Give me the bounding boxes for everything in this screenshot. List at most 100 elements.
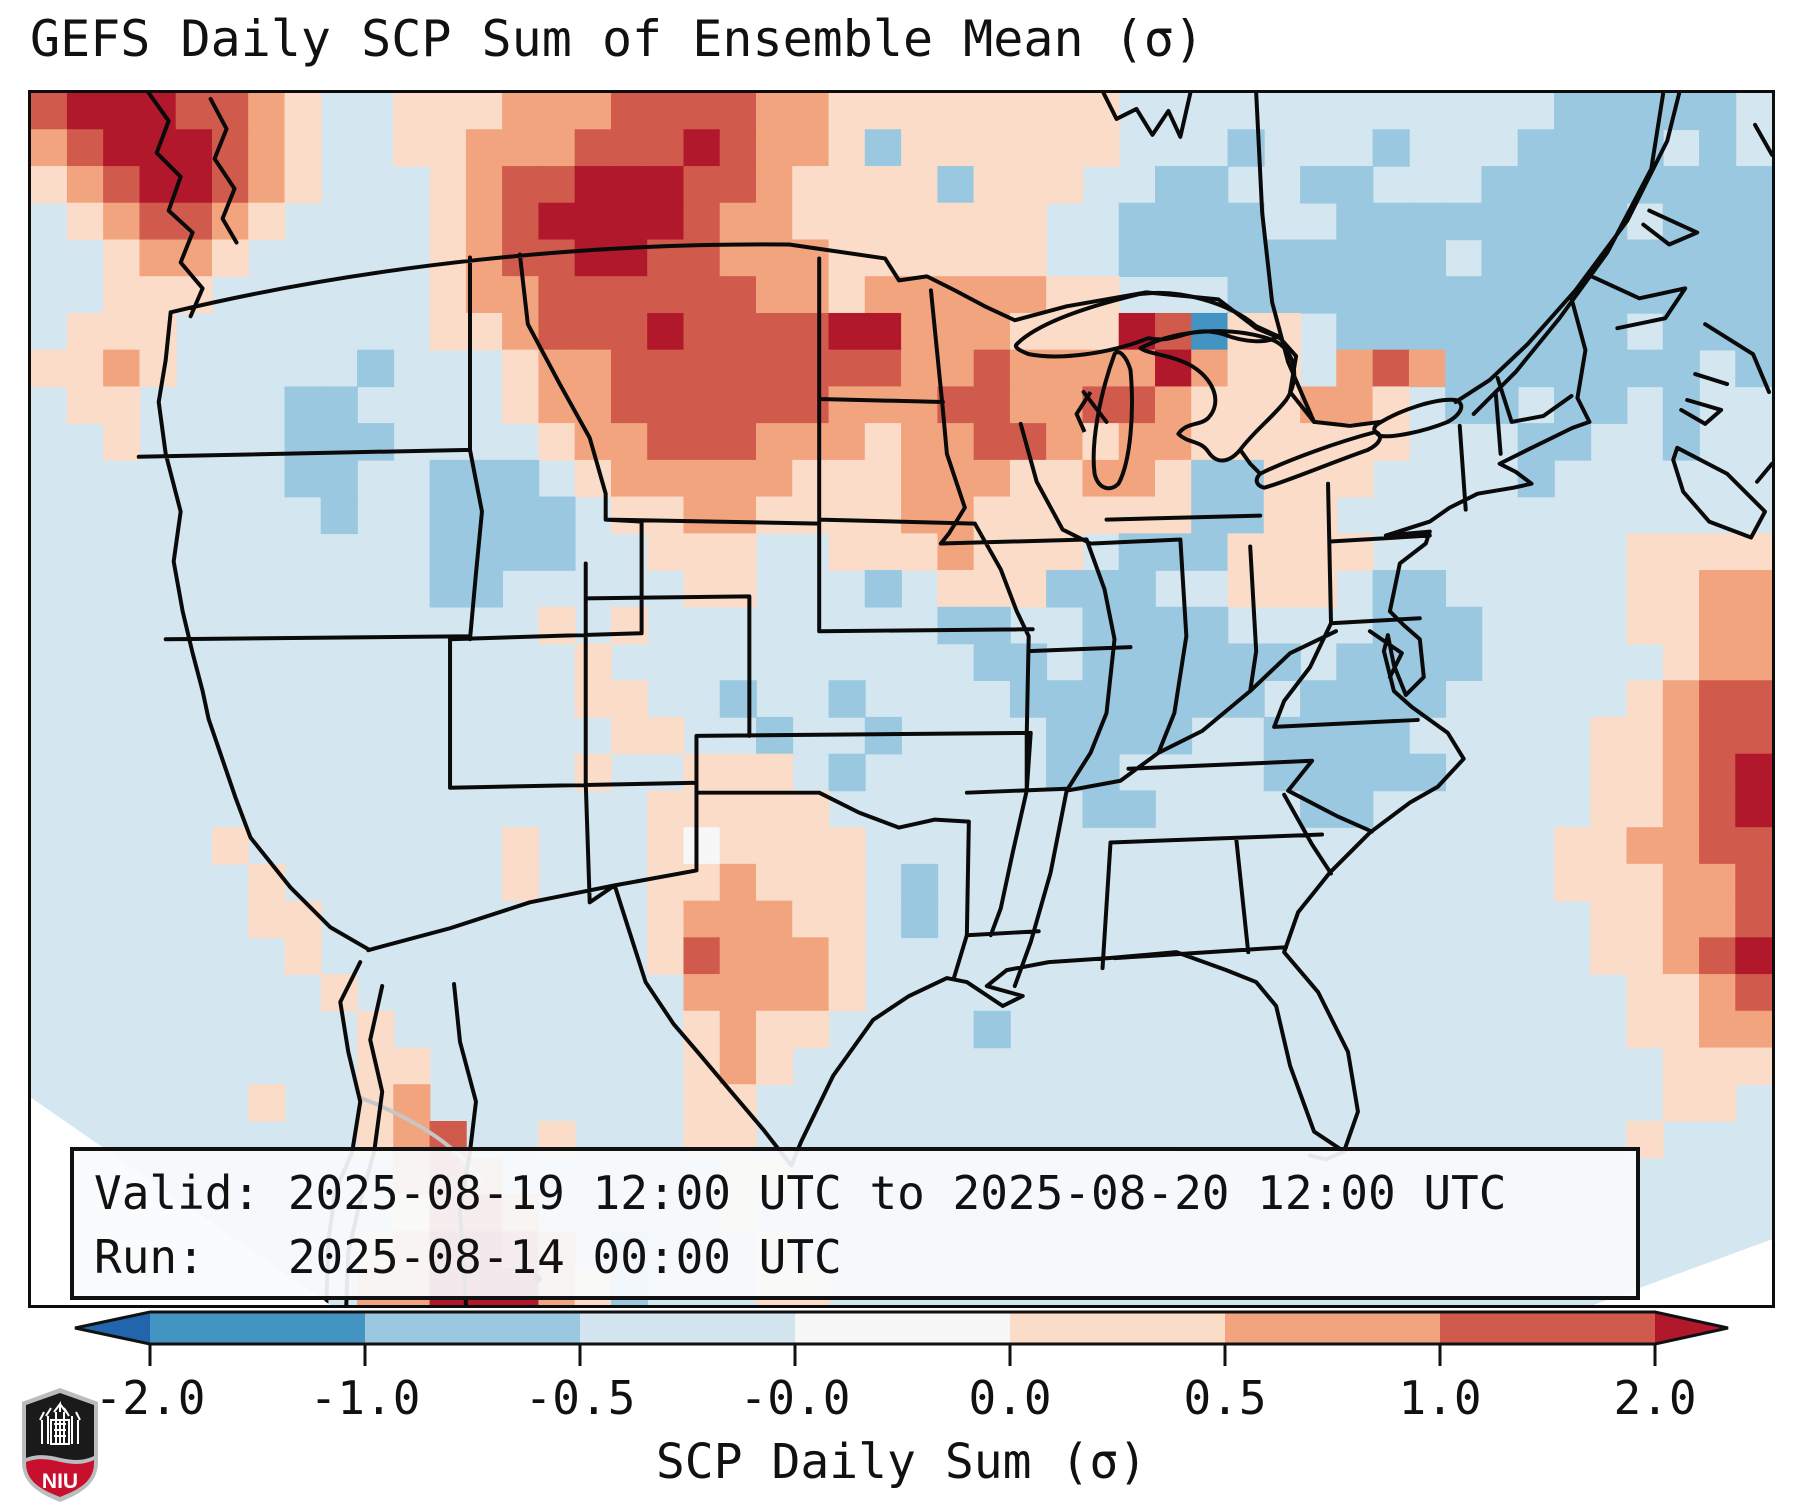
raster-cell — [756, 386, 794, 424]
raster-cell — [1662, 1084, 1700, 1122]
raster-cell — [1735, 239, 1772, 277]
raster-cell — [719, 423, 757, 461]
raster-cell — [683, 276, 721, 314]
raster-cell — [66, 349, 105, 388]
raster-cell — [1118, 202, 1156, 241]
raster-cell — [756, 276, 794, 314]
raster-cell — [103, 386, 141, 424]
raster-cell — [864, 386, 902, 424]
colorbar-tick-label: -2.0 — [95, 1371, 206, 1425]
raster-cell — [1590, 276, 1628, 314]
raster-cell — [1336, 386, 1374, 424]
raster-cell — [828, 459, 866, 498]
raster-cell — [828, 423, 866, 461]
raster-cell — [1118, 496, 1156, 535]
raster-cell — [683, 533, 721, 571]
raster-cell — [1445, 202, 1483, 241]
raster-cell — [864, 496, 902, 535]
raster-cell — [647, 423, 685, 461]
raster-cell — [973, 239, 1011, 277]
raster-cell — [1662, 863, 1700, 902]
raster-cell — [647, 459, 685, 498]
raster-cell — [1626, 349, 1664, 388]
raster-cell — [683, 129, 721, 167]
raster-cell — [719, 863, 757, 902]
anomaly-raster — [31, 93, 1772, 1305]
raster-cell — [647, 790, 685, 828]
raster-cell — [1263, 423, 1301, 461]
raster-cell — [828, 496, 866, 535]
raster-cell — [937, 166, 975, 204]
raster-cell — [1300, 276, 1338, 314]
raster-cell — [719, 533, 757, 571]
raster-cell — [756, 900, 794, 939]
raster-cell — [973, 129, 1011, 167]
raster-cell — [1590, 386, 1628, 424]
raster-cell — [284, 937, 322, 975]
raster-cell — [1735, 606, 1772, 645]
raster-cell — [429, 166, 467, 204]
raster-cell — [901, 93, 939, 131]
raster-cell — [719, 93, 757, 131]
raster-cell — [1191, 680, 1229, 718]
raster-cell — [901, 533, 939, 571]
raster-cell — [937, 570, 975, 608]
raster-cell — [284, 93, 322, 131]
raster-cell — [429, 276, 467, 314]
raster-cell — [1263, 496, 1301, 535]
raster-cell — [1662, 900, 1700, 939]
raster-cell — [683, 423, 721, 461]
raster-cell — [756, 349, 794, 388]
raster-cell — [1554, 239, 1592, 277]
raster-cell — [864, 93, 902, 131]
raster-cell — [66, 202, 105, 241]
raster-cell — [1191, 643, 1229, 681]
raster-cell — [828, 827, 866, 865]
raster-cell — [31, 349, 68, 388]
raster-cell — [1046, 459, 1084, 498]
raster-cell — [66, 312, 105, 351]
raster-cell — [1554, 827, 1592, 865]
raster-cell — [1155, 496, 1193, 535]
raster-cell — [538, 312, 576, 351]
raster-cell — [1735, 937, 1772, 975]
raster-cell — [1699, 1084, 1737, 1122]
raster-cell — [1336, 459, 1374, 498]
raster-cell — [647, 827, 685, 865]
raster-cell — [647, 937, 685, 975]
map-canvas — [31, 93, 1772, 1305]
raster-cell — [1155, 239, 1193, 277]
raster-cell — [1191, 533, 1229, 571]
raster-cell — [1590, 166, 1628, 204]
raster-cell — [937, 312, 975, 351]
raster-cell — [864, 129, 902, 167]
raster-cell — [284, 166, 322, 204]
raster-cell — [719, 827, 757, 865]
raster-cell — [574, 349, 612, 388]
raster-cell — [175, 129, 213, 167]
raster-cell — [1372, 312, 1410, 351]
raster-cell — [1699, 827, 1737, 865]
raster-cell — [320, 496, 358, 535]
raster-cell — [1227, 276, 1265, 314]
raster-cell — [1046, 129, 1084, 167]
raster-cell — [792, 386, 830, 424]
raster-cell — [792, 827, 830, 865]
raster-cell — [1662, 533, 1700, 571]
raster-cell — [66, 93, 105, 131]
raster-cell — [828, 349, 866, 388]
raster-cell — [610, 239, 649, 277]
raster-cell — [248, 202, 286, 241]
raster-cell — [103, 349, 141, 388]
colorbar-tick-label: -0.5 — [525, 1371, 636, 1425]
raster-cell — [1699, 716, 1737, 755]
raster-cell — [756, 1010, 794, 1049]
raster-cell — [248, 129, 286, 167]
raster-cell — [1155, 459, 1193, 498]
raster-cell — [1699, 570, 1737, 608]
raster-cell — [756, 790, 794, 828]
raster-cell — [1408, 570, 1447, 608]
raster-cell — [429, 459, 467, 498]
raster-cell — [1372, 239, 1410, 277]
